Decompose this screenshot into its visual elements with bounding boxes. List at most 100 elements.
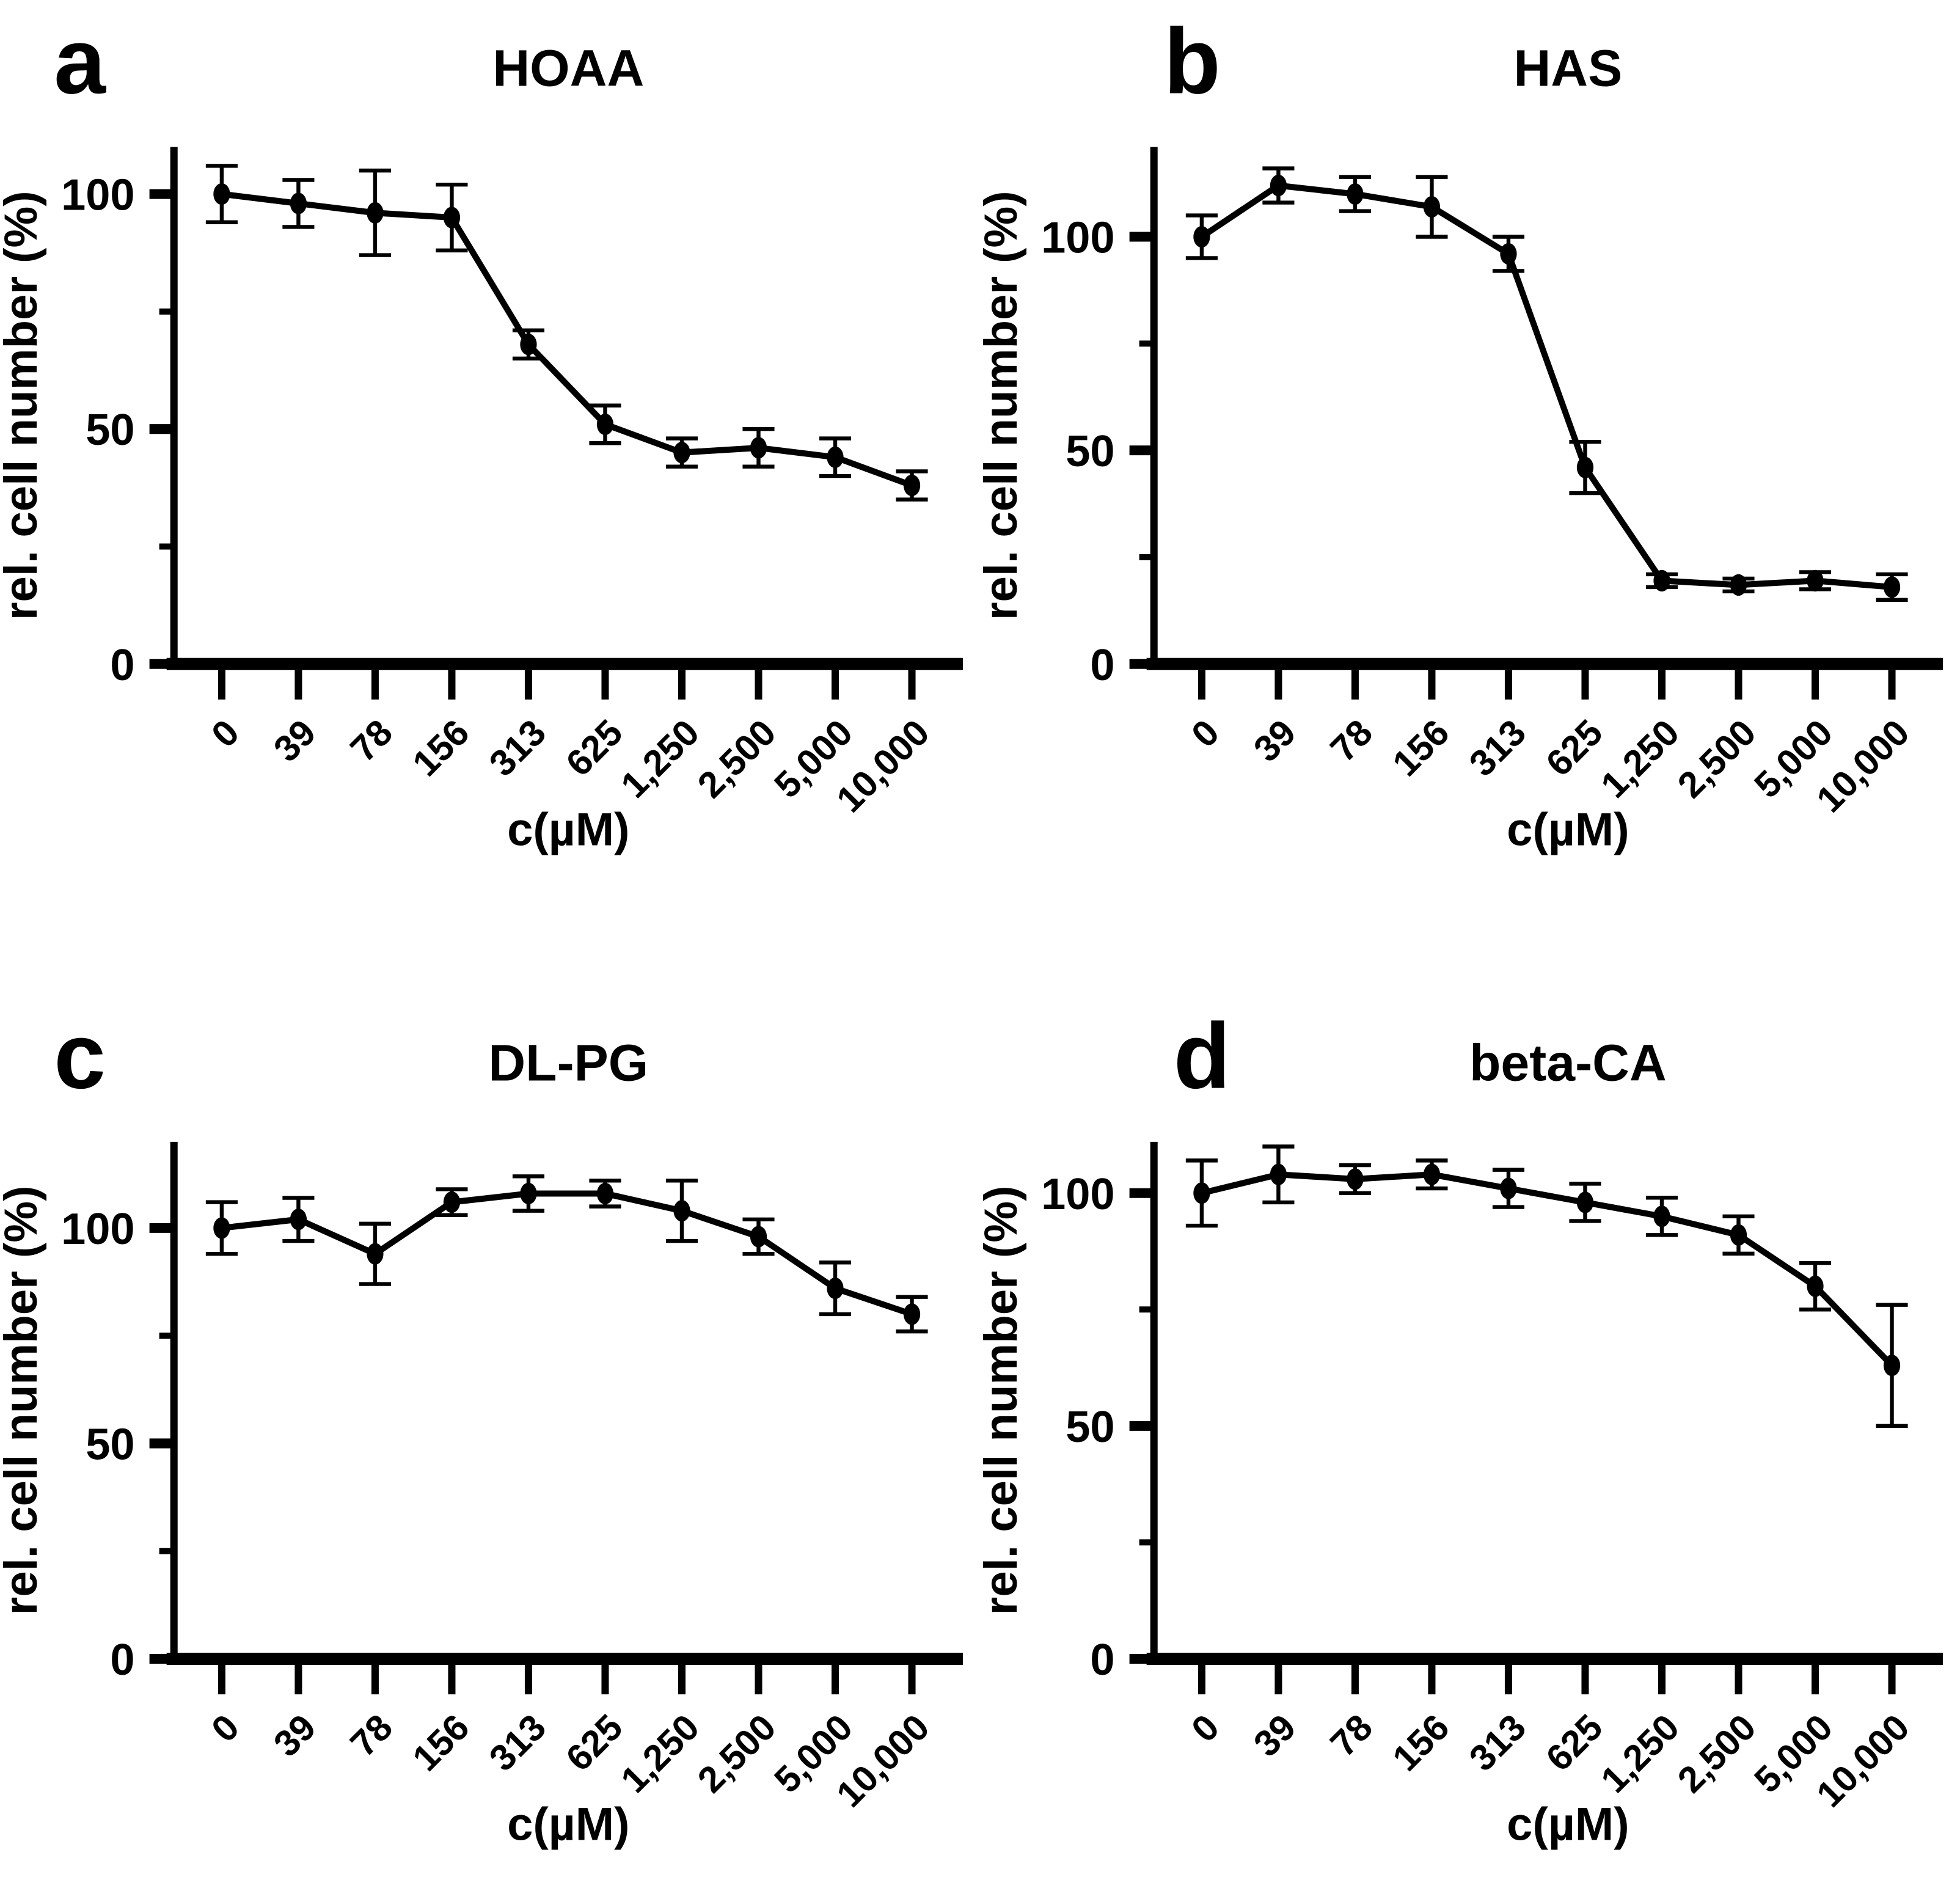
chart-hoaa: a HOAA rel. cell number (%) c(µM) 0 50 100… <box>0 9 963 856</box>
tick-label: 1,250 <box>613 712 707 806</box>
tick-label: 100 <box>1041 1170 1114 1219</box>
tick-label: 100 <box>1041 214 1114 263</box>
chart-shape <box>443 1191 461 1213</box>
chart-shape <box>1730 1224 1747 1246</box>
y-axis-label: rel. cell number (%) <box>980 191 1027 620</box>
chart-shape <box>596 1182 614 1205</box>
tick-label: 313 <box>1461 1706 1534 1779</box>
chart-shape <box>1653 1205 1670 1227</box>
panel-d: d beta-CA rel. cell number (%) c(µM) 0 50… <box>980 946 1960 1891</box>
chart-shape <box>221 191 913 489</box>
tick-label: 50 <box>1066 1403 1114 1452</box>
panel-title: HOAA <box>492 39 644 97</box>
chart-shape <box>673 1200 690 1222</box>
tick-label: 0 <box>1183 1706 1227 1750</box>
chart-shape <box>443 207 461 229</box>
chart-shape <box>1576 1191 1594 1213</box>
panel-title: HAS <box>1514 39 1623 97</box>
panel-letter: d <box>1174 1004 1230 1108</box>
tick-label: 39 <box>1246 1706 1304 1765</box>
tick-label: 2,500 <box>1670 1706 1764 1801</box>
tick-label: 1,250 <box>1593 712 1687 806</box>
tick-label: 1,250 <box>613 1706 707 1801</box>
tick-label: 0 <box>1090 1636 1114 1684</box>
chart-shape <box>1807 1275 1824 1297</box>
tick-label: 78 <box>343 712 401 770</box>
x-axis-label: c(µM) <box>1507 1799 1629 1851</box>
panel-title: beta-CA <box>1469 1034 1667 1092</box>
chart-shape <box>1883 576 1901 598</box>
chart-shape <box>827 1277 844 1300</box>
tick-label: 2,500 <box>690 1706 784 1801</box>
chart-shape <box>1200 182 1892 590</box>
chart-shape <box>520 1182 537 1205</box>
chart-shape <box>367 202 384 224</box>
tick-label: 78 <box>1323 1706 1381 1765</box>
chart-shape <box>1193 225 1210 248</box>
tick-label: 156 <box>404 1706 477 1779</box>
tick-label: 50 <box>86 406 134 455</box>
chart-betaca: d beta-CA rel. cell number (%) c(µM) 0 50… <box>980 1004 1943 1851</box>
y-axis-label: rel. cell number (%) <box>980 1186 1027 1615</box>
tick-label: 100 <box>61 1205 134 1254</box>
chart-has: b HAS rel. cell number (%) c(µM) 0 50 100 0… <box>980 9 1943 856</box>
chart-shape <box>290 192 307 214</box>
chart-shape <box>903 1303 921 1325</box>
tick-label: 50 <box>86 1420 134 1469</box>
tick-label: 313 <box>481 712 554 784</box>
panel-letter: a <box>54 9 106 113</box>
tick-label: 0 <box>1090 641 1114 690</box>
chart-shape <box>1193 1182 1210 1204</box>
chart-shape <box>750 1226 767 1248</box>
chart-shape <box>213 1217 230 1239</box>
tick-label: 78 <box>1323 712 1381 770</box>
tick-label: 78 <box>343 1706 401 1765</box>
chart-shape <box>1883 1355 1901 1377</box>
chart-shape <box>1201 1171 1895 1368</box>
tick-label: 313 <box>1461 712 1534 784</box>
tick-label: 100 <box>61 171 134 220</box>
chart-shape <box>367 1243 384 1265</box>
tick-label: 39 <box>1246 712 1304 770</box>
chart-shape <box>750 437 767 459</box>
tick-label: 156 <box>1384 1706 1457 1779</box>
tick-label: 2,500 <box>690 712 784 806</box>
chart-shape <box>1576 456 1594 478</box>
chart-shape <box>1270 174 1287 197</box>
chart-shape <box>1653 569 1670 592</box>
chart-shape <box>520 334 537 356</box>
chart-shape <box>673 442 690 464</box>
chart-shape <box>1270 1163 1287 1185</box>
chart-shape <box>1730 574 1747 596</box>
chart-shape <box>1347 183 1364 205</box>
chart-shape <box>596 413 614 436</box>
tick-label: 2,500 <box>1670 712 1764 806</box>
tick-label: 1,250 <box>1593 1706 1687 1801</box>
chart-shape <box>221 1190 913 1317</box>
chart-shape <box>213 183 230 205</box>
chart-shape <box>1423 196 1441 218</box>
tick-label: 156 <box>1384 712 1457 784</box>
tick-label: 0 <box>110 641 134 690</box>
tick-label: 0 <box>1183 712 1227 755</box>
tick-label: 0 <box>203 712 247 755</box>
chart-shape <box>1807 569 1824 592</box>
chart-shape <box>1347 1168 1364 1190</box>
chart-shape <box>1500 243 1517 265</box>
panel-a: a HOAA rel. cell number (%) c(µM) 0 50 100… <box>0 0 980 946</box>
y-axis-label: rel. cell number (%) <box>0 191 47 620</box>
panel-c: c DL-PG rel. cell number (%) c(µM) 0 50 10… <box>0 946 980 1891</box>
chart-shape <box>290 1209 307 1231</box>
chart-dlpg: c DL-PG rel. cell number (%) c(µM) 0 50 10… <box>0 1004 963 1851</box>
chart-shape <box>827 446 844 468</box>
panel-letter: b <box>1164 9 1221 113</box>
tick-label: 50 <box>1066 427 1114 476</box>
tick-label: 313 <box>481 1706 554 1779</box>
panel-title: DL-PG <box>488 1034 648 1092</box>
panel-b: b HAS rel. cell number (%) c(µM) 0 50 100 0… <box>980 0 1960 946</box>
tick-label: 39 <box>266 1706 324 1765</box>
x-axis-label: c(µM) <box>507 804 629 856</box>
tick-label: 0 <box>203 1706 247 1750</box>
x-axis-label: c(µM) <box>507 1799 629 1851</box>
panel-letter: c <box>54 1004 106 1108</box>
